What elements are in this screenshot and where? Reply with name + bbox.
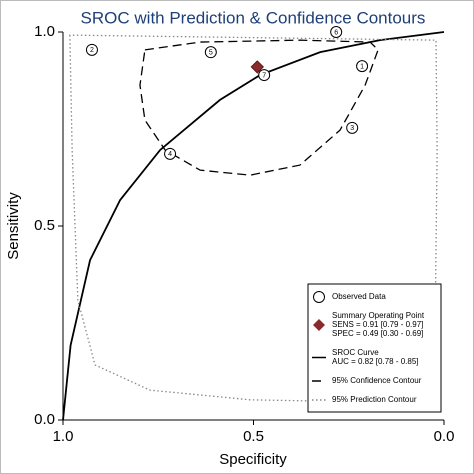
summary-point bbox=[250, 60, 265, 74]
data-point bbox=[346, 121, 359, 134]
data-point bbox=[356, 60, 369, 73]
legend-label: Summary Operating Point bbox=[332, 311, 425, 320]
legend-note: AUC = 0.82 [0.78 - 0.85] bbox=[332, 357, 419, 366]
x-tick-label: 1.0 bbox=[53, 428, 74, 445]
y-tick-label: 0.0 bbox=[34, 411, 55, 428]
y-tick-label: 0.5 bbox=[34, 217, 55, 234]
chart-title: SROC with Prediction & Confidence Contou… bbox=[81, 8, 426, 27]
legend-label: Observed Data bbox=[332, 292, 386, 301]
curve bbox=[139, 39, 379, 176]
data-point bbox=[258, 69, 271, 82]
y-tick-label: 1.0 bbox=[34, 23, 55, 40]
point-label: 7 bbox=[262, 72, 266, 79]
point-label: 3 bbox=[350, 125, 354, 132]
x-tick-label: 0.5 bbox=[243, 428, 264, 445]
point-label: 1 bbox=[360, 63, 364, 70]
curve bbox=[69, 34, 438, 403]
point-label: 4 bbox=[168, 151, 172, 158]
point-label: 2 bbox=[90, 47, 94, 54]
data-point bbox=[164, 147, 177, 160]
curve bbox=[62, 31, 445, 421]
data-point bbox=[85, 43, 98, 56]
legend-box bbox=[307, 283, 442, 413]
y-axis-label: Sensitivity bbox=[5, 192, 22, 260]
legend-icon bbox=[313, 319, 325, 331]
legend-label: 95% Prediction Contour bbox=[332, 395, 417, 404]
x-axis-label: Specificity bbox=[219, 451, 287, 468]
data-point bbox=[204, 46, 217, 59]
legend-label: 95% Confidence Contour bbox=[332, 376, 422, 385]
legend-note: SPEC = 0.49 [0.30 - 0.69] bbox=[332, 329, 423, 338]
legend-icon bbox=[313, 291, 325, 303]
point-label: 6 bbox=[334, 29, 338, 36]
data-point bbox=[330, 26, 343, 38]
legend-label: SROC Curve bbox=[332, 348, 379, 357]
legend-note: SENS = 0.91 [0.79 - 0.97] bbox=[332, 320, 423, 329]
x-tick-label: 0.0 bbox=[434, 428, 455, 445]
point-label: 5 bbox=[209, 50, 213, 57]
